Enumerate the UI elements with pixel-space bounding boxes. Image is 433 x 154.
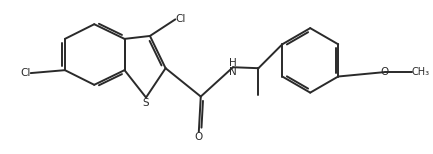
Text: Cl: Cl [175,14,186,24]
Text: Cl: Cl [20,68,31,78]
Text: H
N: H N [229,58,237,77]
Text: CH₃: CH₃ [412,67,430,77]
Text: O: O [195,132,203,142]
Text: S: S [143,97,149,107]
Text: O: O [380,67,389,77]
